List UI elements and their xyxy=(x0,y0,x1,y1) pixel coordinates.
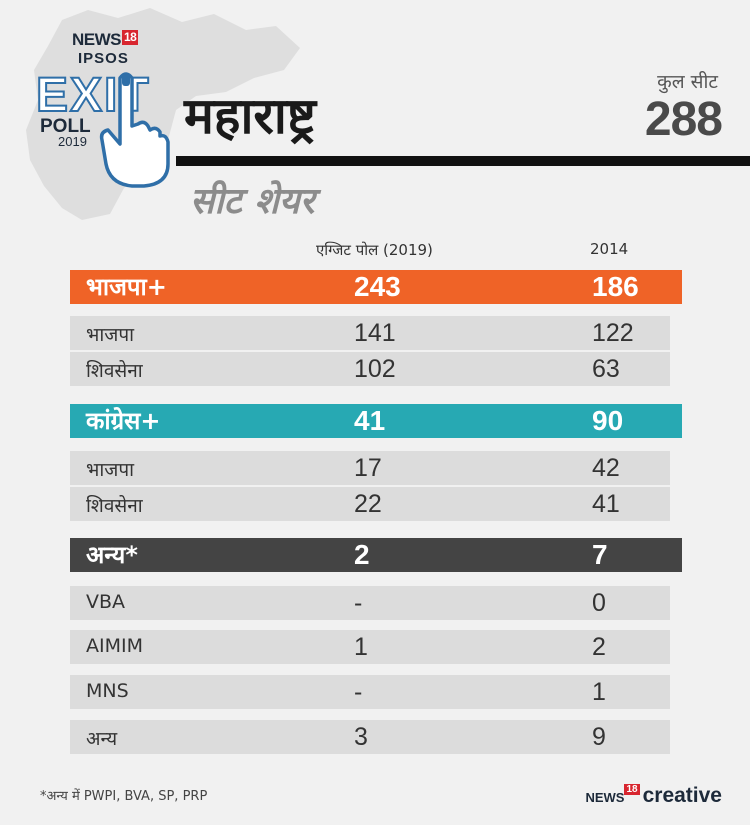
ipsos-logo-text: IPSOS xyxy=(78,50,129,67)
party-name: VBA xyxy=(86,591,126,613)
group-header-bjp-alliance: भाजपा+ 243 186 xyxy=(70,270,682,304)
group-prev-value: 186 xyxy=(592,271,639,302)
news18-logo-text: NEWS xyxy=(72,30,122,49)
table-row: MNS - 1 xyxy=(70,675,670,709)
exit-value: 17 xyxy=(354,454,382,482)
group-header-congress-alliance: कांग्रेस+ 41 90 xyxy=(70,404,682,438)
prev-value: 63 xyxy=(592,355,620,383)
column-header-2014: 2014 xyxy=(590,240,629,258)
exit-value: 141 xyxy=(354,319,396,347)
table-row: शिवसेना 102 63 xyxy=(70,352,670,386)
group-prev-value: 7 xyxy=(592,539,608,570)
group-name: कांग्रेस+ xyxy=(86,407,161,435)
news18-creative-logo: NEWS18 creative xyxy=(585,784,722,808)
maharashtra-map-silhouette xyxy=(26,8,300,220)
exit-value: - xyxy=(354,678,363,706)
table-row: अन्य 3 9 xyxy=(70,720,670,754)
prev-value: 1 xyxy=(592,678,606,706)
exit-value: 1 xyxy=(354,633,368,661)
table-row: भाजपा 141 122 xyxy=(70,316,670,350)
total-seats-label: कुल सीट xyxy=(657,71,718,93)
table-row: शिवसेना 22 41 xyxy=(70,487,670,521)
group-name: अन्य* xyxy=(86,541,138,569)
footnote: *अन्य में PWPI, BVA, SP, PRP xyxy=(40,789,208,804)
poll-logo-text: POLL xyxy=(40,116,91,137)
total-seats-value: 288 xyxy=(644,93,723,146)
brand-creative-text: creative xyxy=(642,784,722,807)
column-header-exit-poll: एग्जिट पोल (2019) xyxy=(316,241,433,259)
group-name: भाजपा+ xyxy=(86,273,167,301)
subtitle: सीट शेयर xyxy=(190,181,315,222)
prev-value: 122 xyxy=(592,319,634,347)
exit-value: 102 xyxy=(354,355,396,383)
exit-value: 22 xyxy=(354,490,382,518)
prev-value: 0 xyxy=(592,589,606,617)
title-divider xyxy=(176,156,750,166)
exit-value: - xyxy=(354,589,363,617)
party-name: शिवसेना xyxy=(86,495,143,517)
table-row: VBA - 0 xyxy=(70,586,670,620)
party-name: MNS xyxy=(86,680,129,702)
group-exit-value: 41 xyxy=(354,405,386,436)
news18-logo: NEWS 18 xyxy=(72,30,139,50)
table-row: AIMIM 1 2 xyxy=(70,630,670,664)
group-prev-value: 90 xyxy=(592,405,624,436)
brand-badge: 18 xyxy=(624,784,640,795)
prev-value: 2 xyxy=(592,633,606,661)
exit-value: 3 xyxy=(354,723,368,751)
party-name: शिवसेना xyxy=(86,360,143,382)
poll-year-text: 2019 xyxy=(58,134,87,149)
party-name: अन्य xyxy=(86,728,118,750)
prev-value: 41 xyxy=(592,490,620,518)
news18-logo-badge: 18 xyxy=(122,30,139,45)
voting-hand-icon xyxy=(99,72,170,188)
prev-value: 9 xyxy=(592,723,606,751)
table-row: भाजपा 17 42 xyxy=(70,451,670,485)
state-title: महाराष्ट्र xyxy=(184,87,316,145)
party-name: भाजपा xyxy=(86,324,135,346)
party-name: भाजपा xyxy=(86,459,135,481)
group-header-others: अन्य* 2 7 xyxy=(70,538,682,572)
party-name: AIMIM xyxy=(86,635,143,657)
brand-news-text: NEWS xyxy=(585,790,625,805)
group-exit-value: 243 xyxy=(354,271,401,302)
group-exit-value: 2 xyxy=(354,539,370,570)
prev-value: 42 xyxy=(592,454,620,482)
